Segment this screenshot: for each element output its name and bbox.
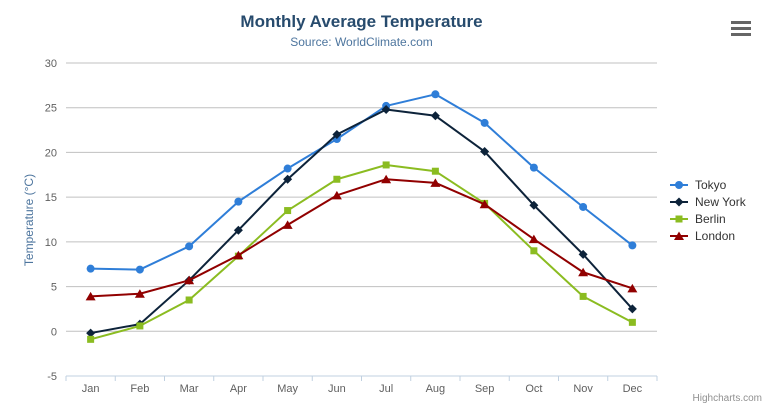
x-axis-label: May [277,383,298,395]
data-point-new-york[interactable] [430,111,440,121]
data-point-berlin[interactable] [431,167,439,175]
data-point-berlin[interactable] [579,292,587,300]
legend-item-tokyo[interactable]: Tokyo [670,176,746,193]
data-point-berlin[interactable] [185,296,193,304]
y-axis-label: 30 [45,58,57,70]
x-axis-label: Jul [379,383,393,395]
credits-link[interactable]: Highcharts.com [692,393,762,404]
hamburger-icon [731,27,751,30]
data-point-tokyo[interactable] [234,197,243,206]
data-point-london[interactable] [381,174,392,184]
data-point-berlin[interactable] [87,335,95,343]
legend-item-label: New York [695,194,746,209]
data-point-london[interactable] [430,178,441,187]
x-axis-label: Aug [426,383,446,395]
y-axis-label: 0 [51,326,57,338]
data-point-berlin[interactable] [333,175,341,183]
series-line-berlin [90,163,633,341]
data-point-tokyo[interactable] [529,163,538,172]
data-point-new-york[interactable] [529,200,539,210]
data-point-london[interactable] [479,199,490,209]
legend-item-berlin[interactable]: Berlin [670,210,746,227]
x-axis-label: Apr [230,383,247,395]
series-line-tokyo [90,93,633,271]
x-axis-label: Nov [573,383,593,395]
chart-title: Monthly Average Temperature [240,12,483,31]
y-axis-label: 5 [51,282,57,294]
diamond-legend-marker-icon [670,197,688,206]
data-point-london[interactable] [184,275,195,285]
data-point-berlin[interactable] [284,207,292,215]
data-point-new-york[interactable] [332,130,342,140]
triangle-legend-marker-icon [670,231,688,240]
legend-item-new-york[interactable]: New York [670,193,746,210]
x-axis-label: Mar [180,383,199,395]
y-axis-label: -5 [47,371,57,383]
data-point-london[interactable] [627,283,638,293]
circle-legend-marker-icon [670,180,688,189]
legend-marker-symbol [674,197,684,206]
y-axis-label: 15 [45,192,57,204]
data-point-tokyo[interactable] [185,242,194,251]
legend-marker-symbol [675,180,683,189]
series-line-new-york [90,108,634,335]
data-point-tokyo[interactable] [431,90,440,99]
legend-item-label: Tokyo [695,177,727,192]
export-menu-button[interactable] [731,21,751,36]
data-point-new-york[interactable] [86,328,96,338]
data-point-london[interactable] [528,234,539,244]
data-point-berlin[interactable] [628,318,636,326]
data-point-london[interactable] [134,289,145,298]
data-point-tokyo[interactable] [86,264,95,273]
data-point-london[interactable] [233,250,244,260]
data-point-tokyo[interactable] [628,241,637,250]
data-point-berlin[interactable] [382,161,390,169]
x-axis-label: Jun [328,383,346,395]
data-point-tokyo[interactable] [283,164,292,173]
x-axis-label: Oct [525,383,542,395]
data-point-new-york[interactable] [627,304,637,314]
data-point-london[interactable] [331,190,342,200]
data-point-new-york[interactable] [283,174,293,184]
data-point-london[interactable] [85,291,96,301]
legend-marker-symbol [674,231,684,240]
x-axis-label: Feb [130,383,149,395]
x-axis-label: Sep [475,383,495,395]
y-axis-label: 10 [45,237,57,249]
hamburger-icon [731,21,751,24]
data-point-berlin[interactable] [530,247,538,255]
data-point-tokyo[interactable] [135,265,144,274]
data-point-tokyo[interactable] [579,202,588,211]
x-axis-label: Jan [82,383,100,395]
data-point-new-york[interactable] [233,225,243,235]
y-axis-label: 25 [45,103,57,115]
data-point-london[interactable] [282,220,293,229]
data-point-tokyo[interactable] [480,118,489,127]
data-point-new-york[interactable] [381,105,391,115]
legend-item-label: London [695,228,736,243]
series-line-london [90,178,633,298]
data-point-london[interactable] [578,267,589,277]
legend: Tokyo New York Berlin London [670,176,746,244]
data-point-new-york[interactable] [578,249,588,259]
legend-item-london[interactable]: London [670,227,746,244]
legend-item-label: Berlin [695,211,726,226]
data-point-berlin[interactable] [136,322,144,330]
data-point-new-york[interactable] [480,147,490,157]
y-axis-label: 20 [45,147,57,159]
chart-subtitle: Source: WorldClimate.com [290,35,433,49]
square-legend-marker-icon [670,215,688,222]
x-axis-label: Dec [623,383,643,395]
legend-marker-symbol [675,215,683,222]
hamburger-icon [731,33,751,36]
